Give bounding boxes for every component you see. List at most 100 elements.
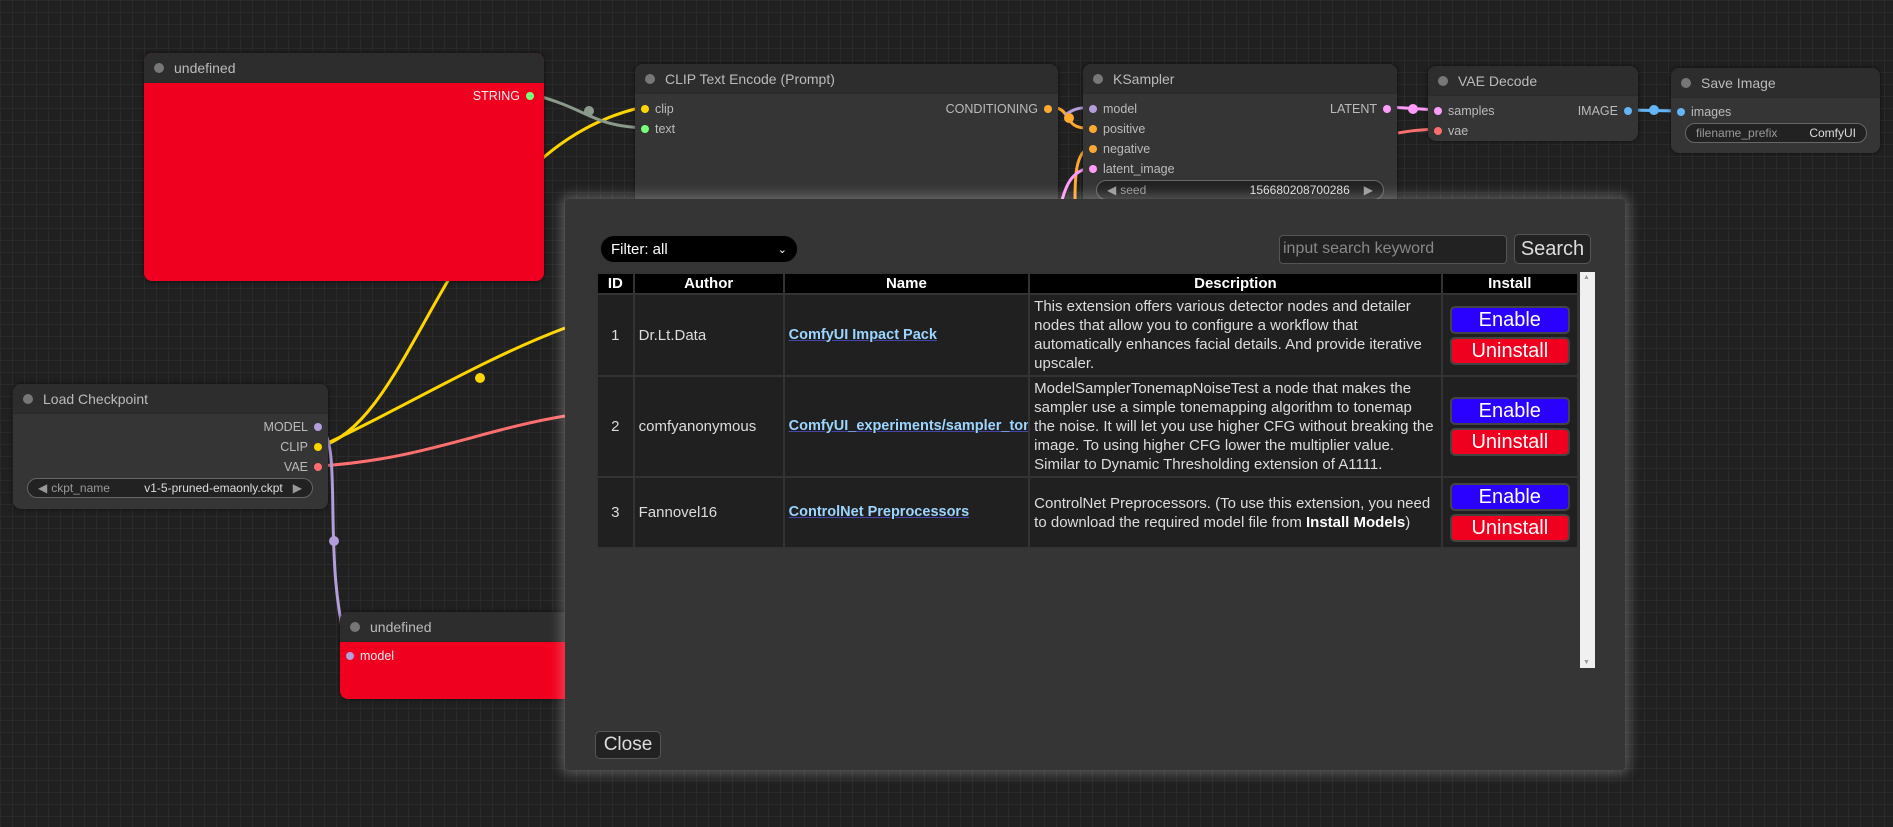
custom-nodes-manager-dialog: Filter: all ⌄ input search keyword Search… (565, 199, 1625, 770)
table-scrollbar[interactable]: ▲ ▼ (1580, 272, 1595, 668)
save-image-node[interactable]: Save Image images filename_prefix ComfyUI (1671, 68, 1880, 153)
slot-dot-icon (1044, 105, 1052, 113)
extension-link[interactable]: ComfyUI Impact Pack (784, 295, 1029, 375)
install-models-link[interactable]: Install Models (1306, 513, 1406, 531)
input-samples[interactable]: samples (1434, 104, 1495, 118)
ckpt-name-widget[interactable]: ◀ ckpt_name v1-5-pruned-emaonly.ckpt ▶ (27, 478, 313, 498)
cell-description: ModelSamplerTonemapNoiseTest a node that… (1030, 377, 1441, 476)
column-header-author: Author (634, 274, 783, 293)
cell-author: Dr.Lt.Data (634, 295, 783, 375)
table-row: 1 Dr.Lt.Data ComfyUI Impact Pack This ex… (598, 295, 1577, 375)
slot-dot-icon (1089, 125, 1097, 133)
table-header: ID Author Name Description Install (598, 274, 1577, 293)
link-string-to-text (534, 93, 644, 130)
slot-dot-icon (1624, 107, 1632, 115)
slot-dot-icon (314, 423, 322, 431)
node-title[interactable]: Save Image (1671, 68, 1880, 98)
uninstall-button[interactable]: Uninstall (1449, 336, 1570, 365)
cell-description: This extension offers various detector n… (1030, 295, 1441, 375)
table-row: 2 comfyanonymous ComfyUI_experiments/sam… (598, 377, 1577, 476)
slot-dot-icon (1383, 105, 1391, 113)
output-string[interactable]: STRING (473, 89, 534, 103)
node-title[interactable]: KSampler (1083, 64, 1397, 94)
chevron-down-icon: ⌄ (777, 243, 787, 256)
node-title[interactable]: Load Checkpoint (13, 384, 328, 414)
cell-description: ControlNet Preprocessors. (To use this e… (1030, 478, 1441, 547)
input-latent-image[interactable]: latent_image (1089, 162, 1175, 176)
undefined-node-bottom[interactable]: undefined model (340, 612, 580, 699)
arrow-right-icon[interactable]: ▶ (292, 481, 302, 495)
collapse-dot-icon[interactable] (1681, 78, 1691, 88)
input-positive[interactable]: positive (1089, 122, 1145, 136)
enable-button[interactable]: Enable (1449, 483, 1570, 511)
slot-dot-icon (1434, 107, 1442, 115)
slot-dot-icon (314, 443, 322, 451)
search-button[interactable]: Search (1514, 234, 1591, 264)
cell-install: Enable Uninstall (1442, 295, 1577, 375)
arrow-left-icon[interactable]: ◀ (38, 481, 48, 495)
cell-id: 2 (598, 377, 633, 476)
uninstall-button[interactable]: Uninstall (1449, 514, 1570, 542)
input-model[interactable]: model (1089, 102, 1137, 116)
input-vae[interactable]: vae (1434, 124, 1468, 138)
input-model[interactable]: model (346, 649, 394, 663)
collapse-dot-icon[interactable] (645, 74, 655, 84)
scroll-down-icon[interactable]: ▼ (1583, 659, 1590, 666)
input-clip[interactable]: clip (641, 102, 674, 116)
scroll-up-icon[interactable]: ▲ (1583, 274, 1590, 281)
collapse-dot-icon[interactable] (23, 394, 33, 404)
table-row: 3 Fannovel16 ControlNet Preprocessors Co… (598, 478, 1577, 547)
cell-author: comfyanonymous (634, 377, 783, 476)
collapse-dot-icon[interactable] (350, 622, 360, 632)
close-button[interactable]: Close (595, 731, 661, 759)
output-vae[interactable]: VAE (284, 460, 322, 474)
cell-id: 3 (598, 478, 633, 547)
input-text[interactable]: text (641, 122, 675, 136)
search-input[interactable]: input search keyword (1279, 235, 1507, 264)
link-clip-to-hidden (318, 326, 566, 449)
input-images[interactable]: images (1677, 105, 1731, 119)
node-title[interactable]: undefined (340, 612, 580, 642)
link-vae-to-hidden (318, 414, 566, 468)
output-conditioning[interactable]: CONDITIONING (946, 102, 1052, 116)
node-title[interactable]: VAE Decode (1428, 66, 1638, 96)
slot-dot-icon (641, 105, 649, 113)
collapse-dot-icon[interactable] (1093, 74, 1103, 84)
uninstall-button[interactable]: Uninstall (1449, 428, 1570, 456)
slot-dot-icon (346, 652, 354, 660)
slot-dot-icon (1089, 145, 1097, 153)
output-image[interactable]: IMAGE (1578, 104, 1632, 118)
node-title[interactable]: undefined (144, 53, 544, 83)
arrow-right-icon[interactable]: ▶ (1363, 183, 1373, 197)
enable-button[interactable]: Enable (1449, 305, 1570, 334)
vae-decode-node[interactable]: VAE Decode samples vae IMAGE (1428, 66, 1638, 141)
output-latent[interactable]: LATENT (1330, 102, 1391, 116)
slot-dot-icon (1677, 108, 1685, 116)
extensions-table: ID Author Name Description Install 1 Dr.… (596, 272, 1579, 549)
cell-install: Enable Uninstall (1442, 478, 1577, 547)
cell-author: Fannovel16 (634, 478, 783, 547)
input-negative[interactable]: negative (1089, 142, 1150, 156)
cell-id: 1 (598, 295, 633, 375)
slot-dot-icon (641, 125, 649, 133)
filter-select[interactable]: Filter: all ⌄ (600, 235, 798, 263)
enable-button[interactable]: Enable (1449, 397, 1570, 425)
arrow-left-icon[interactable]: ◀ (1107, 183, 1117, 197)
collapse-dot-icon[interactable] (1438, 76, 1448, 86)
column-header-install: Install (1442, 274, 1577, 293)
column-header-name: Name (784, 274, 1029, 293)
filename-prefix-widget[interactable]: filename_prefix ComfyUI (1685, 123, 1867, 143)
undefined-node-top[interactable]: undefined STRING (144, 53, 544, 281)
output-clip[interactable]: CLIP (280, 440, 322, 454)
seed-widget[interactable]: ◀ seed 156680208700286 ▶ (1096, 180, 1384, 200)
slot-dot-icon (1434, 127, 1442, 135)
column-header-id: ID (598, 274, 633, 293)
slot-dot-icon (526, 92, 534, 100)
collapse-dot-icon[interactable] (154, 63, 164, 73)
node-title[interactable]: CLIP Text Encode (Prompt) (635, 64, 1058, 94)
load-checkpoint-node[interactable]: Load Checkpoint MODEL CLIP VAE ◀ ckpt_nam… (13, 384, 328, 509)
output-model[interactable]: MODEL (264, 420, 322, 434)
extension-link[interactable]: ControlNet Preprocessors (784, 478, 1029, 547)
extension-link[interactable]: ComfyUI_experiments/sampler_tonemap (784, 377, 1029, 476)
slot-dot-icon (1089, 105, 1097, 113)
